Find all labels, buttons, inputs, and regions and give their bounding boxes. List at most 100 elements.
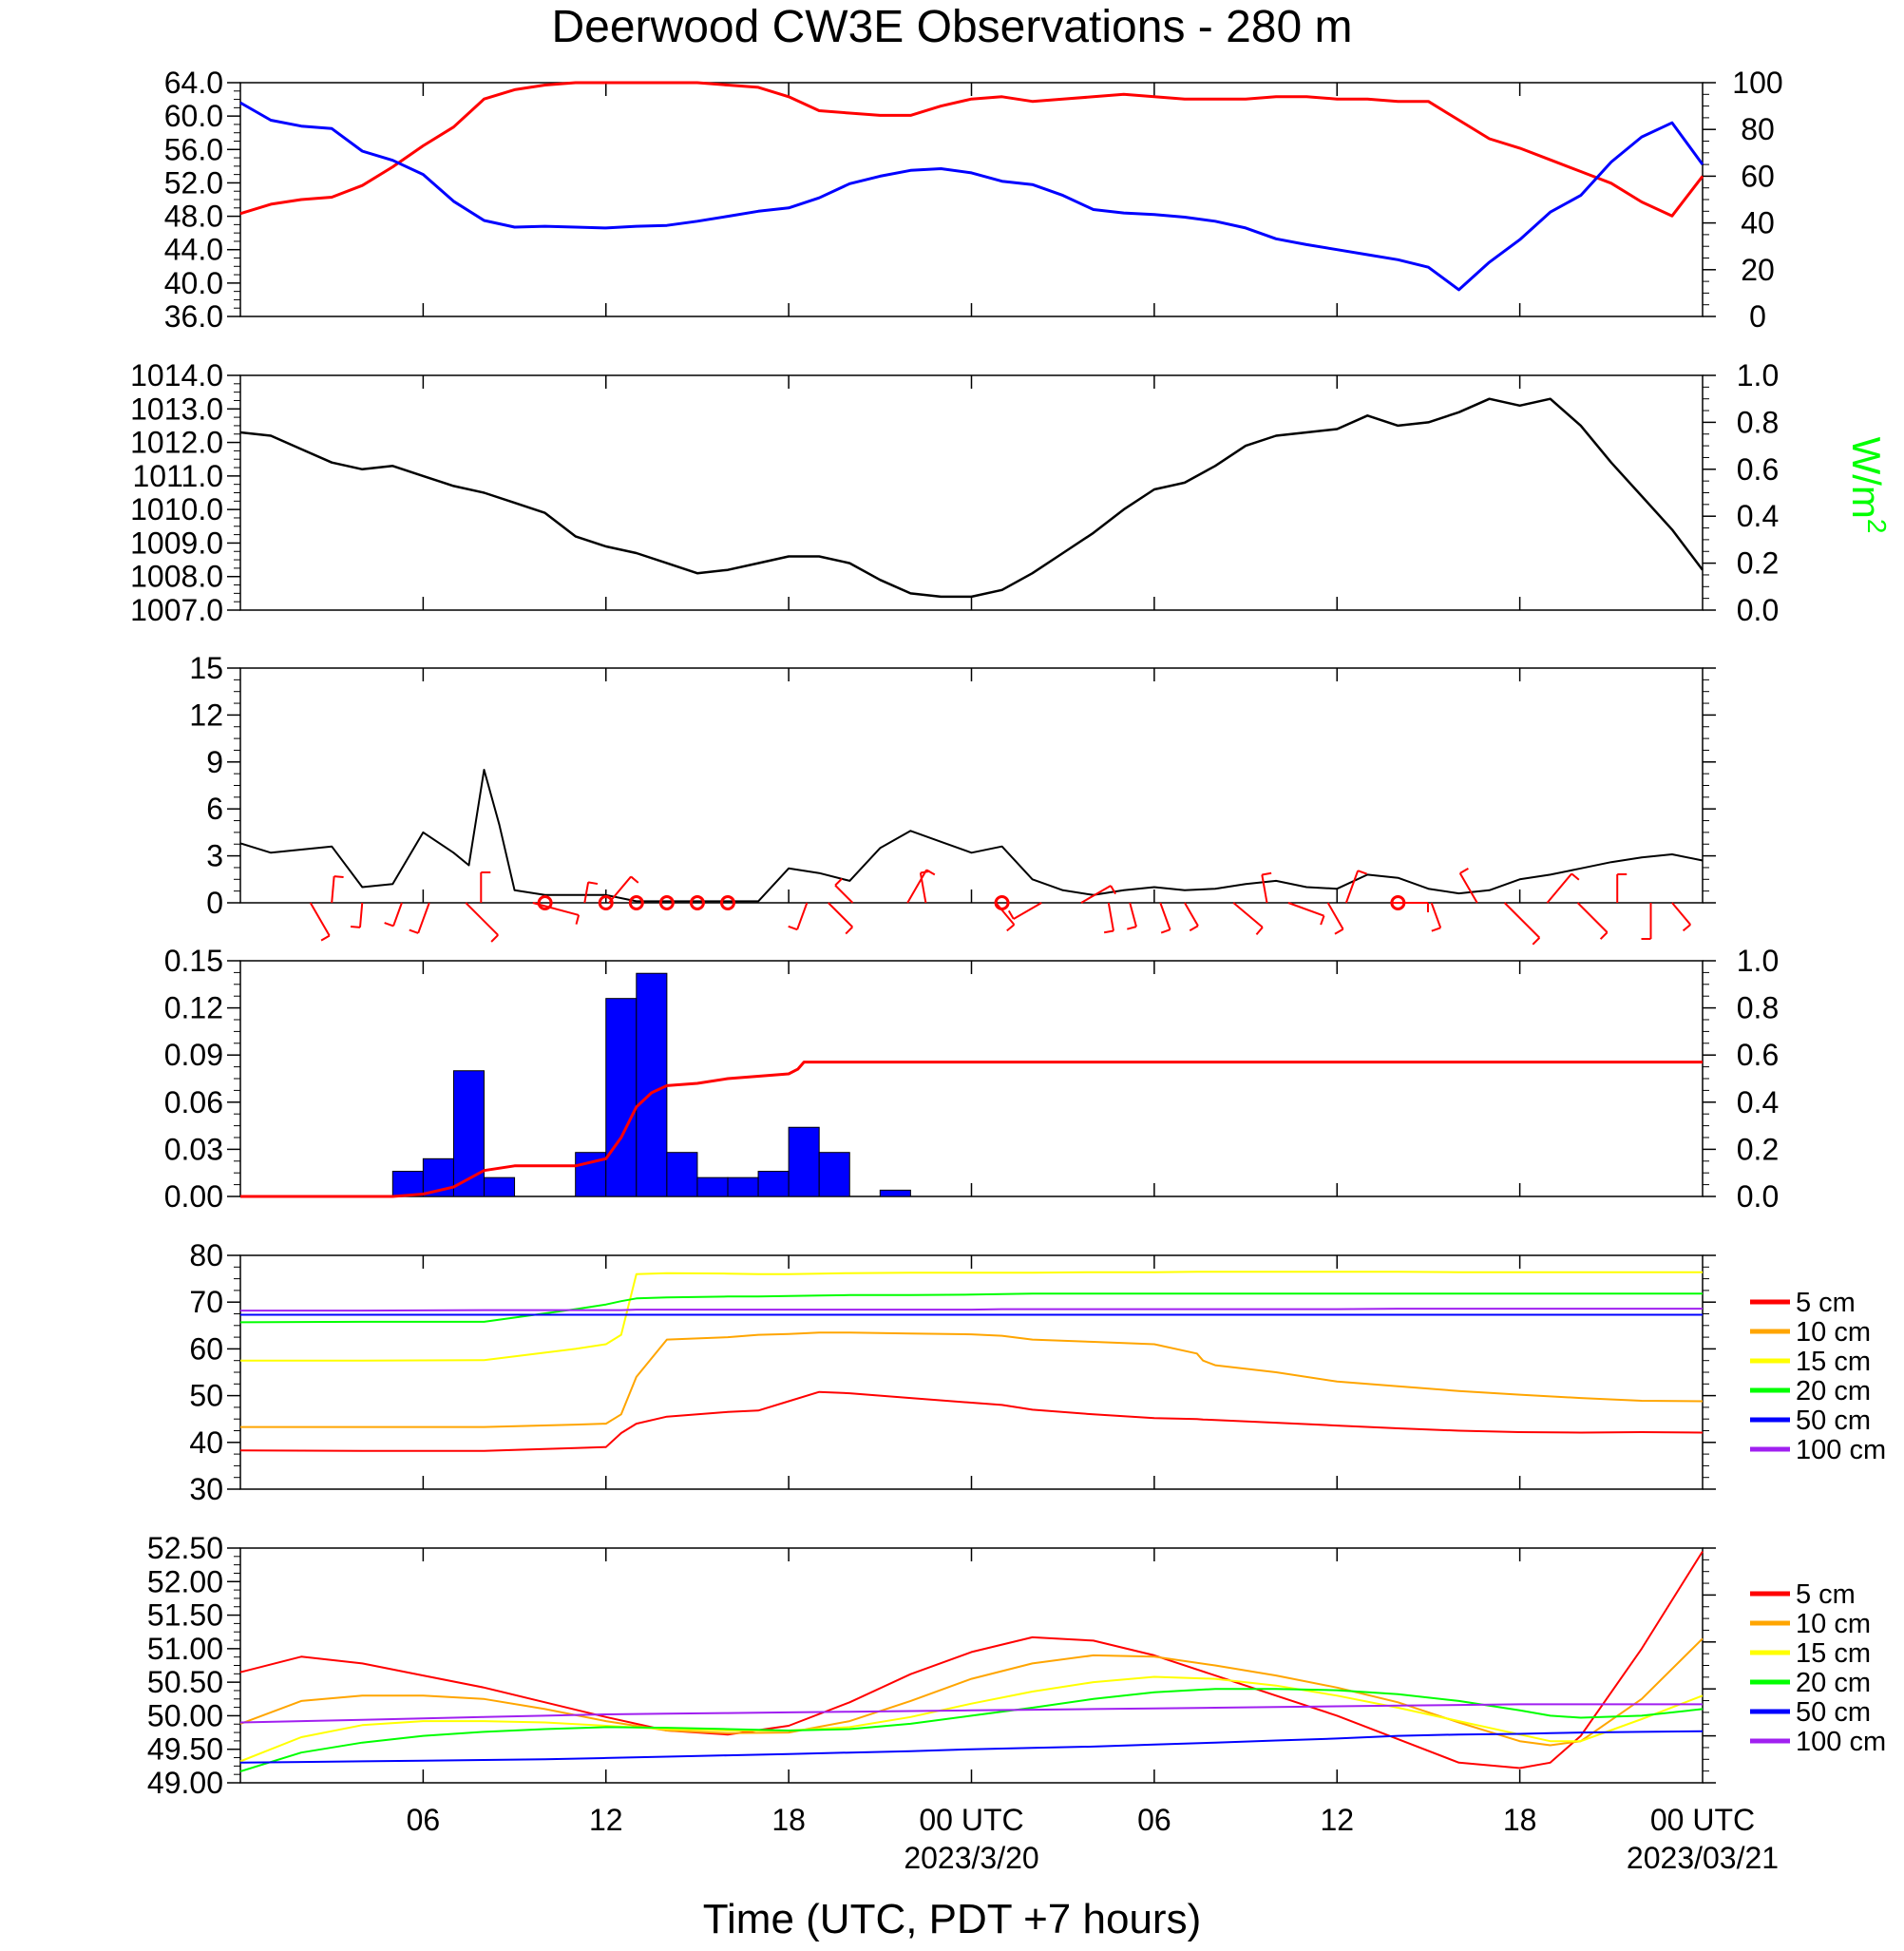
y-tick-label-left: 64.0	[164, 66, 223, 100]
wind-barb-flag	[1006, 924, 1016, 932]
y-tick-label-left: 1012.0	[130, 426, 223, 460]
y-tick-label-left: 52.50	[147, 1531, 223, 1565]
wind-barb-flag	[587, 881, 599, 886]
y-tick-label-left: 50	[189, 1379, 223, 1413]
wind-barb	[1576, 902, 1609, 933]
precip-bar	[696, 1176, 729, 1197]
y-tick-label-left: 36.0	[164, 299, 223, 334]
panel-6: 52.5052.0051.5051.0050.5050.0049.5049.00…	[147, 1531, 1886, 1800]
y-tick-label-left: 51.50	[147, 1598, 223, 1633]
calm-wind-marker	[598, 895, 614, 910]
calm-wind-marker	[689, 895, 705, 910]
wind-barb	[392, 902, 403, 927]
wind-barb-flag	[333, 875, 344, 878]
line-relative-humidity	[239, 81, 1704, 218]
wind-barb	[1107, 902, 1114, 931]
y-tick-label-left: 49.00	[147, 1766, 223, 1800]
y-tick-label-left: 0.03	[164, 1132, 223, 1166]
precip-bar	[605, 998, 638, 1197]
y-tick-label-left: 40	[189, 1425, 223, 1460]
y-tick-label-left: 9	[206, 745, 223, 779]
wind-barb	[1287, 902, 1324, 917]
precip-bar	[484, 1176, 516, 1197]
y-tick-label-left: 0.12	[164, 991, 223, 1025]
y-tick-label-left: 80	[189, 1238, 223, 1272]
wind-barb-flag	[1682, 924, 1691, 932]
legend-label: 50 cm	[1796, 1697, 1871, 1728]
legend-label: 15 cm	[1796, 1347, 1871, 1377]
precip-bar	[636, 972, 668, 1197]
legend-label: 50 cm	[1796, 1406, 1871, 1436]
x-date-label: 2023/03/21	[1627, 1841, 1779, 1875]
wind-barb	[1430, 902, 1442, 928]
precip-bar	[818, 1152, 850, 1197]
wind-barb	[1503, 902, 1541, 939]
y-tick-label-right: 0.6	[1737, 1038, 1779, 1072]
y-tick-label-left: 15	[189, 651, 223, 685]
y-tick-label-left: 0	[206, 886, 223, 920]
y-tick-label-right: 100	[1732, 66, 1782, 100]
line-soil-5cm	[239, 1550, 1704, 1769]
y-tick-label-left: 1014.0	[130, 358, 223, 392]
y-tick-label-left: 70	[189, 1285, 223, 1319]
line-temperature	[239, 101, 1704, 292]
calm-wind-marker	[628, 895, 644, 910]
calm-wind-marker	[720, 895, 735, 910]
y-tick-label-left: 50.00	[147, 1698, 223, 1732]
legend-label: 5 cm	[1796, 1288, 1856, 1318]
wind-barb-flag	[320, 934, 331, 942]
wind-barb	[465, 902, 499, 936]
wind-barb	[1129, 902, 1137, 928]
wind-barb-flag	[490, 934, 499, 943]
wind-barb-flag	[1571, 872, 1580, 881]
legend-label: 10 cm	[1796, 1317, 1871, 1348]
wind-barb	[309, 902, 331, 937]
y-tick-label-right: 1.0	[1737, 358, 1779, 392]
wind-barb	[417, 902, 430, 934]
y-tick-label-right: 40	[1741, 206, 1775, 240]
y-tick-label-left: 48.0	[164, 200, 223, 234]
y-tick-label-left: 40.0	[164, 266, 223, 300]
y-tick-label-right: 0.8	[1737, 405, 1779, 439]
legend-label: 100 cm	[1796, 1727, 1886, 1757]
wind-barb-flag	[1110, 885, 1116, 895]
y-tick-label-left: 1011.0	[133, 459, 224, 493]
wind-barb-flag	[920, 870, 930, 874]
wind-barb-flag	[845, 926, 853, 935]
y-tick-label-left: 6	[206, 792, 223, 826]
y-tick-label-right: 0.0	[1737, 593, 1779, 627]
legend-label: 20 cm	[1796, 1668, 1871, 1698]
wind-barb-flag	[1103, 929, 1114, 934]
y-label-right-sup: 2	[1862, 519, 1892, 534]
wind-barb-flag	[1320, 915, 1325, 926]
line-soil-100cm	[240, 1308, 1703, 1312]
y-tick-label-left: 1007.0	[130, 593, 223, 627]
wind-barb-flag	[1160, 928, 1171, 934]
y-tick-label-right: 0	[1749, 299, 1766, 334]
calm-wind-marker	[994, 895, 1010, 910]
wind-barb-flag	[1255, 927, 1264, 936]
x-tick-label: 18	[771, 1803, 806, 1837]
wind-barb	[995, 902, 1016, 926]
precip-bar	[452, 1070, 485, 1197]
wind-barb	[796, 902, 809, 930]
y-tick-label-left: 52.0	[164, 165, 223, 200]
x-tick-label: 00 UTC	[919, 1803, 1023, 1837]
y-tick-label-right: 0.0	[1737, 1179, 1779, 1214]
y-tick-label-right: 0.4	[1737, 1085, 1779, 1119]
wind-barb	[608, 875, 632, 904]
calm-wind-marker	[1390, 895, 1406, 910]
wind-barb	[1261, 874, 1268, 904]
line-soil-50cm	[239, 1730, 1704, 1764]
wind-barb	[919, 872, 927, 904]
y-tick-label-right: 60	[1741, 159, 1775, 193]
y-tick-label-left: 51.00	[147, 1632, 223, 1666]
y-label-right: W/m2	[1844, 437, 1892, 534]
wind-barb	[1080, 885, 1112, 904]
panel-2: 1014.01013.01012.01011.01010.01009.01008…	[130, 358, 1892, 627]
precip-bar	[666, 1152, 698, 1197]
wind-barb	[906, 869, 928, 904]
wind-barb-flag	[1357, 870, 1367, 875]
wind-barb	[1184, 902, 1199, 927]
